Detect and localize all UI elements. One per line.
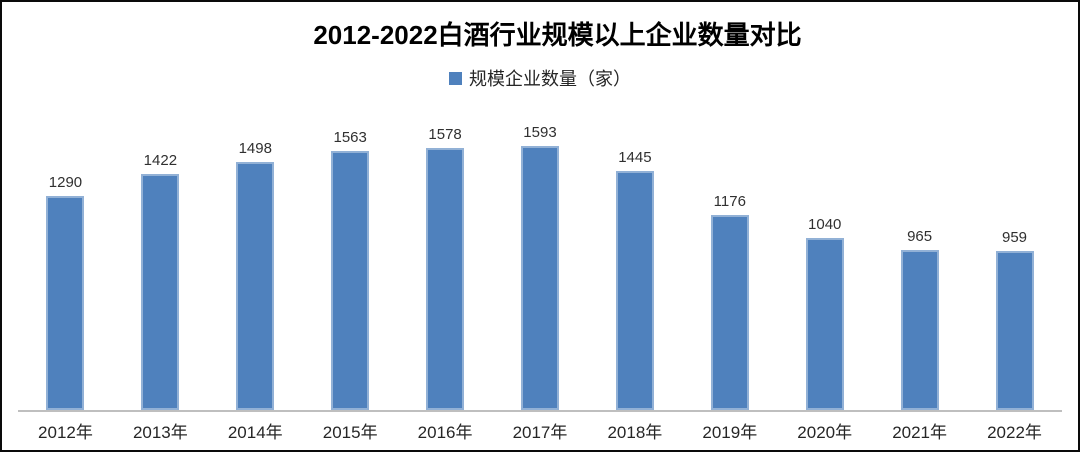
legend-swatch-icon [449, 71, 462, 85]
x-tick-label: 2013年 [132, 423, 188, 442]
chart-title: 2012-2022白酒行业规模以上企业数量对比 [313, 20, 802, 50]
bar-column: 1422 [113, 151, 208, 410]
bar-column: 1445 [587, 148, 682, 410]
value-label: 1593 [523, 123, 557, 141]
bar-column: 1563 [303, 128, 398, 410]
bar-column: 965 [872, 227, 967, 410]
bar [331, 151, 370, 410]
bar [995, 251, 1034, 410]
value-label: 1040 [808, 215, 842, 233]
x-tick-label: 2021年 [892, 423, 948, 442]
x-tick-label: 2016年 [417, 423, 473, 442]
x-tick-label: 2022年 [987, 423, 1042, 442]
bar [615, 171, 654, 410]
bar-column: 1593 [493, 123, 588, 410]
bar [236, 162, 275, 410]
bar [710, 215, 749, 410]
value-label: 1563 [333, 128, 367, 146]
bar-column: 1290 [18, 173, 113, 410]
bar-column: 1498 [208, 139, 303, 410]
value-label: 1578 [428, 125, 462, 143]
bar-column: 959 [967, 228, 1062, 410]
value-label: 965 [907, 227, 933, 245]
bar [805, 238, 844, 410]
x-tick-label: 2017年 [512, 423, 568, 442]
bar-column: 1578 [398, 125, 493, 410]
x-axis-labels: 2012年 2013年 2014年 2015年 2016年 2017年 2018年 2019年… [18, 418, 1062, 443]
plot-area: 1290 1422 1498 1563 1578 1593 1445 1176 1040 965 9… [18, 2, 1062, 410]
bar [141, 174, 180, 410]
legend-label: 规模企业数量（家） [469, 69, 631, 89]
value-label: 1290 [48, 173, 83, 191]
x-tick-label: 2020年 [797, 423, 853, 442]
value-label: 1176 [713, 192, 746, 210]
x-tick-label: 2014年 [227, 423, 283, 442]
bar [426, 148, 465, 410]
x-tick-label: 2018年 [607, 423, 663, 442]
bar-column: 1176 [682, 192, 777, 410]
x-tick-label: 2019年 [702, 423, 758, 442]
x-tick-label: 2012年 [38, 423, 93, 442]
value-label: 1445 [618, 148, 652, 166]
x-tick-label: 2015年 [322, 423, 378, 442]
value-label: 959 [1002, 228, 1028, 246]
bar-column: 1040 [777, 215, 872, 410]
x-axis-line [18, 410, 1062, 412]
bar [520, 146, 559, 410]
bar [46, 196, 85, 410]
bar [900, 250, 939, 410]
value-label: 1422 [143, 151, 178, 169]
value-label: 1498 [238, 139, 272, 157]
legend: 规模企业数量（家） [2, 65, 1078, 91]
